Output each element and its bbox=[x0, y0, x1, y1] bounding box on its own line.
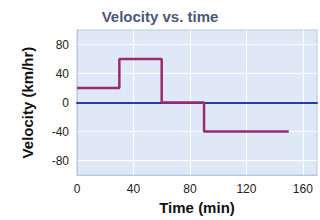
svg-text:Time (min): Time (min) bbox=[159, 199, 235, 216]
svg-text:Velocity (km/hr): Velocity (km/hr) bbox=[19, 47, 36, 159]
svg-text:160: 160 bbox=[293, 182, 313, 196]
svg-text:0: 0 bbox=[74, 182, 81, 196]
svg-text:120: 120 bbox=[236, 182, 256, 196]
svg-text:-80: -80 bbox=[52, 154, 70, 168]
svg-text:80: 80 bbox=[183, 182, 197, 196]
svg-text:Velocity vs. time: Velocity vs. time bbox=[102, 8, 219, 25]
svg-text:40: 40 bbox=[127, 182, 141, 196]
svg-text:0: 0 bbox=[62, 96, 69, 110]
svg-text:-40: -40 bbox=[52, 125, 70, 139]
svg-text:40: 40 bbox=[56, 67, 70, 81]
svg-text:80: 80 bbox=[56, 38, 70, 52]
